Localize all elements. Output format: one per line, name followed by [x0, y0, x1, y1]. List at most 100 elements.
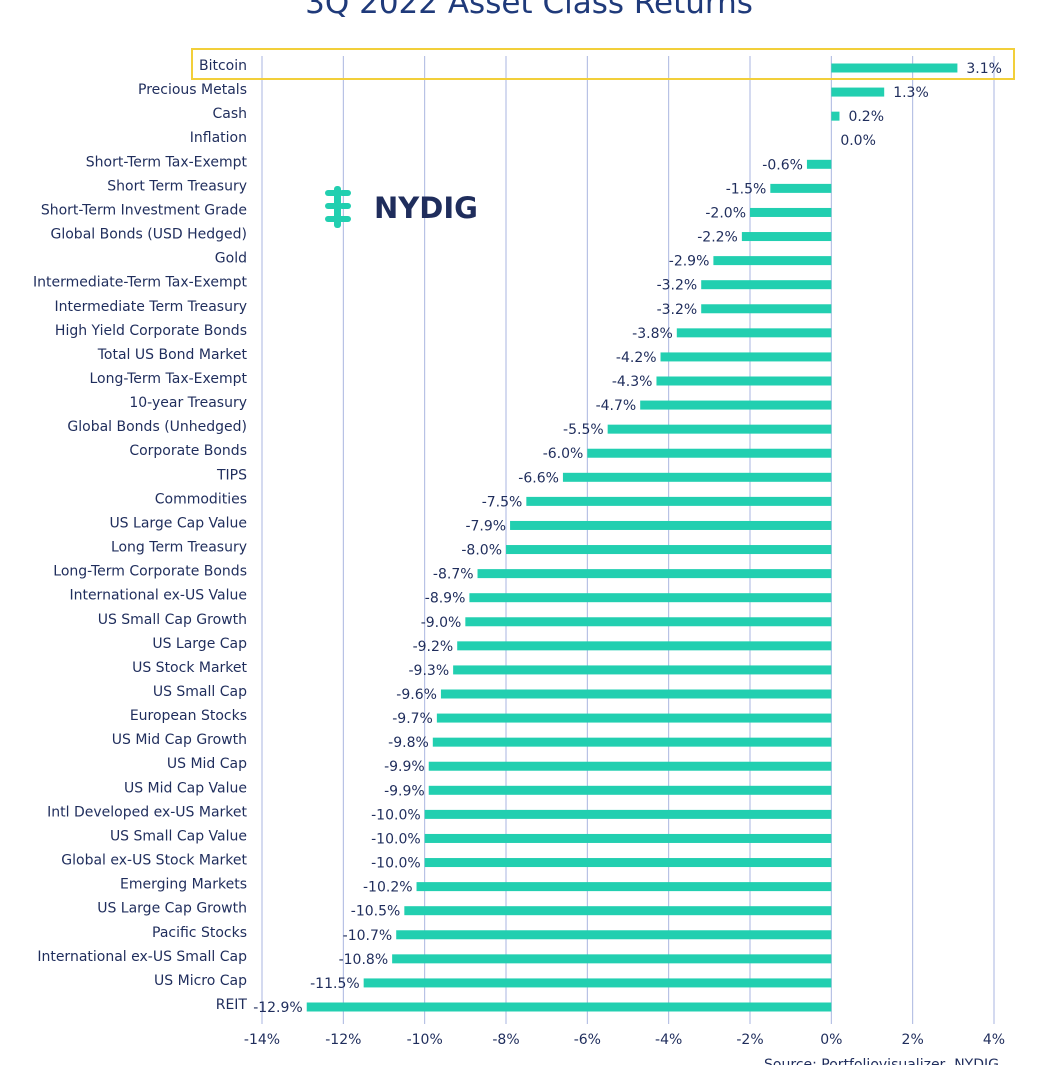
bar [750, 207, 832, 217]
bar [806, 159, 832, 169]
bar [363, 978, 832, 988]
category-label: Global Bonds (Unhedged) [67, 419, 247, 435]
category-label: International ex-US Value [69, 588, 247, 604]
bar [640, 400, 832, 410]
category-label: Long-Term Tax-Exempt [89, 371, 247, 387]
bar [465, 617, 832, 627]
value-label: -5.5% [563, 422, 604, 438]
category-label: US Mid Cap [167, 756, 247, 772]
category-label: US Mid Cap Value [124, 780, 247, 796]
value-label: -9.9% [384, 783, 425, 799]
value-label: -8.0% [461, 543, 502, 559]
nydig-logo-text: NYDIG [374, 191, 478, 225]
x-tick-label: 0% [820, 1032, 842, 1048]
value-label: -10.2% [363, 880, 413, 896]
value-label: -10.0% [371, 807, 421, 823]
value-label: -7.5% [482, 494, 523, 510]
category-label: Gold [215, 251, 247, 267]
value-label: -10.8% [339, 952, 389, 968]
value-label: -9.3% [409, 663, 450, 679]
category-label: US Large Cap Value [109, 515, 247, 531]
category-label: Intermediate-Term Tax-Exempt [33, 275, 247, 291]
x-tick-label: -6% [574, 1032, 601, 1048]
category-label: US Micro Cap [154, 973, 247, 989]
bar [392, 954, 832, 964]
category-label: Short-Term Tax-Exempt [86, 154, 248, 170]
category-label: High Yield Corporate Bonds [55, 323, 247, 339]
bar [424, 809, 832, 819]
category-label: US Small Cap [153, 684, 247, 700]
value-label: 3.1% [966, 61, 1002, 77]
category-label: 10-year Treasury [129, 395, 247, 411]
x-tick-label: -14% [244, 1032, 280, 1048]
bar [306, 1002, 832, 1012]
bar [424, 833, 832, 843]
category-label: US Large Cap Growth [97, 901, 247, 917]
category-label: Long-Term Corporate Bonds [53, 564, 247, 580]
category-label: International ex-US Small Cap [37, 949, 247, 965]
bar [676, 328, 832, 338]
bar [741, 232, 832, 242]
x-tick-label: -4% [655, 1032, 682, 1048]
value-label: -9.7% [392, 711, 433, 727]
bar [656, 376, 832, 386]
value-label: -1.5% [726, 181, 767, 197]
category-labels: Bitcoin Precious Metals Cash Inflation Short… [33, 58, 247, 1013]
nydig-logo: NYDIG [325, 186, 478, 228]
value-label: -2.2% [697, 230, 738, 246]
category-label: Bitcoin [199, 58, 247, 74]
bar [506, 545, 832, 555]
category-label: Intermediate Term Treasury [55, 299, 248, 315]
value-label: -10.5% [351, 904, 401, 920]
category-label: US Stock Market [132, 660, 247, 676]
value-label: -12.9% [253, 1000, 303, 1016]
category-label: Total US Bond Market [97, 347, 248, 363]
bar [713, 256, 832, 266]
bar [831, 87, 885, 97]
category-label: Commodities [155, 491, 247, 507]
bar [432, 737, 832, 747]
bar [428, 761, 832, 771]
category-label: Long Term Treasury [111, 540, 247, 556]
bar [510, 520, 832, 530]
bar [424, 858, 832, 868]
category-label: US Large Cap [152, 636, 247, 652]
category-label: US Mid Cap Growth [112, 732, 247, 748]
category-label: US Small Cap Value [110, 828, 247, 844]
bar [831, 63, 958, 73]
value-label: -9.9% [384, 759, 425, 775]
value-label: -9.0% [421, 615, 462, 631]
category-label: Emerging Markets [120, 877, 247, 893]
bar [701, 280, 832, 290]
x-tick-label: -8% [492, 1032, 519, 1048]
category-label: Short-Term Investment Grade [41, 202, 247, 218]
category-label: Global Bonds (USD Hedged) [51, 227, 248, 243]
x-tick-label: 2% [902, 1032, 924, 1048]
value-label: -0.6% [762, 157, 803, 173]
value-label: -2.9% [669, 254, 710, 270]
bar [436, 713, 832, 723]
bar [701, 304, 832, 314]
value-label: -8.7% [433, 567, 474, 583]
value-label: -11.5% [310, 976, 360, 992]
value-label: -7.9% [465, 518, 506, 534]
value-label: -8.9% [425, 591, 466, 607]
chart-title: 3Q 2022 Asset Class Returns [305, 0, 753, 21]
bar [416, 882, 832, 892]
value-label: -6.6% [518, 470, 559, 486]
value-label: -4.2% [616, 350, 657, 366]
bar [469, 593, 832, 603]
category-label: Cash [212, 106, 247, 122]
category-label: European Stocks [130, 708, 247, 724]
bar [440, 689, 832, 699]
value-label: 0.2% [848, 109, 884, 125]
bar [457, 641, 832, 651]
bar [477, 569, 832, 579]
bar [453, 665, 832, 675]
category-label: TIPS [216, 467, 247, 483]
x-tick-label: -2% [736, 1032, 763, 1048]
category-label: Inflation [190, 130, 247, 146]
category-label: REIT [216, 997, 248, 1013]
value-label: -4.7% [596, 398, 637, 414]
